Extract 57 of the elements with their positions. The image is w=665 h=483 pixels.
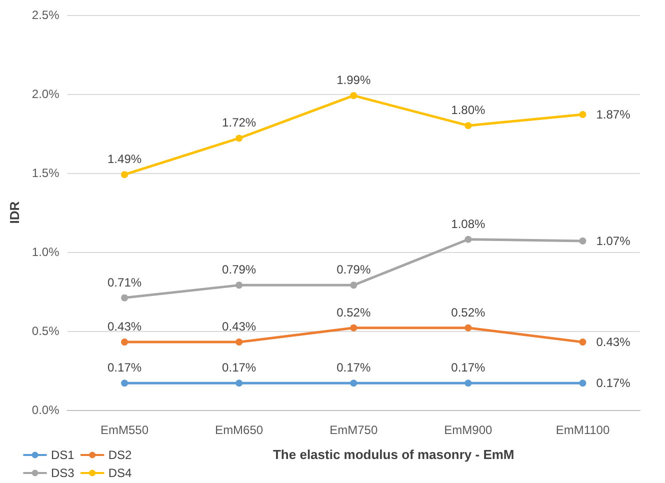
data-label: 0.43% [222,320,256,334]
point [350,380,358,387]
point [350,282,358,289]
point [121,171,128,178]
data-label: 0.17% [336,360,371,375]
point [579,111,586,118]
data-label: 1.99% [336,73,371,88]
y-tick-label: 1.0% [32,245,60,259]
data-label: 0.52% [451,305,486,320]
x-tick-label: EmM750 [330,423,378,437]
point [350,92,358,100]
point [121,294,128,302]
x-tick-label: EmM1100 [556,423,610,437]
point [464,380,472,387]
data-label: 1.07% [596,234,631,248]
x-tick-label: EmM550 [100,423,149,437]
data-label: 0.79% [336,262,371,277]
data-label: 1.49% [108,152,142,166]
point [236,134,243,142]
y-tick-label: 0.5% [32,324,60,338]
data-label: 0.43% [108,320,142,334]
point [464,236,472,243]
data-label: 0.17% [108,360,142,375]
y-tick-label: 1.5% [32,166,60,180]
data-label: 0.17% [222,360,256,375]
point [236,282,243,289]
y-axis-title: IDR [7,200,22,224]
point [579,237,586,244]
data-label: 0.17% [451,360,486,375]
x-tick-label: EmM900 [444,423,493,437]
point [236,338,243,346]
point [579,380,586,387]
legend-label: DS1 [51,448,75,462]
legend-label: DS3 [51,466,75,480]
point [464,122,472,130]
x-tick-label: EmM650 [215,423,264,437]
point [121,338,128,346]
data-label: 1.72% [222,116,256,130]
data-label: 0.52% [336,305,371,320]
data-label: 1.80% [451,103,486,118]
x-axis-title: The elastic modulus of masonry - EmM [272,447,514,462]
data-label: 0.79% [222,262,256,277]
point [350,324,358,332]
data-label: 1.08% [451,216,486,231]
point [579,338,586,346]
y-tick-label: 0.0% [32,403,60,417]
point [121,380,128,387]
y-tick-label: 2.0% [32,87,60,101]
legend-label: DS2 [108,448,132,462]
data-label: 0.17% [596,376,631,390]
y-tick-label: 2.5% [32,8,60,22]
point [464,324,472,332]
point [236,380,243,387]
data-label: 0.43% [596,335,631,350]
legend-label: DS4 [108,466,132,480]
data-label: 1.87% [596,108,631,122]
data-label: 0.71% [108,275,142,290]
